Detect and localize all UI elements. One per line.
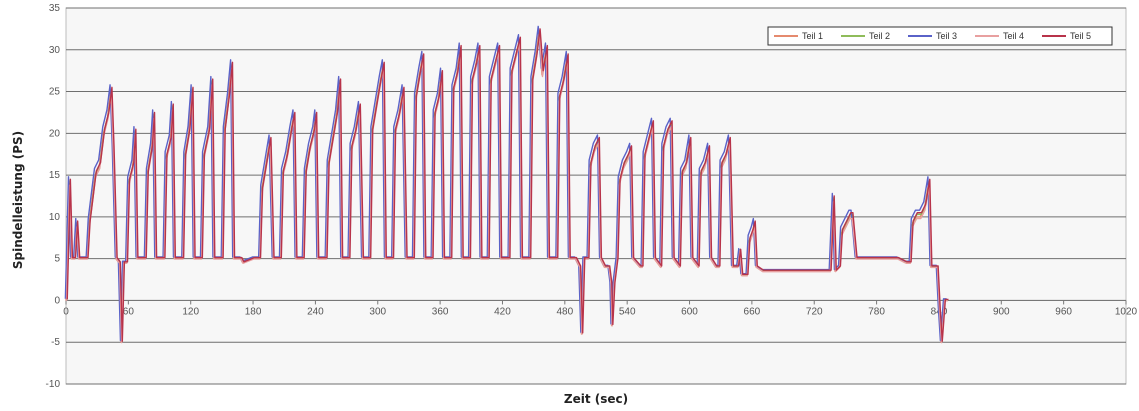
x-tick-label: 300 — [369, 306, 386, 317]
legend-label: Teil 2 — [869, 31, 890, 41]
y-tick-label: 10 — [49, 212, 61, 223]
x-tick-label: 780 — [868, 306, 885, 317]
y-tick-label: 5 — [54, 254, 60, 265]
legend-label: Teil 1 — [802, 31, 823, 41]
series-lines — [64, 25, 949, 344]
y-tick-label: -10 — [46, 379, 61, 390]
x-tick-label: 0 — [63, 306, 69, 317]
x-tick-label: 600 — [681, 306, 698, 317]
y-tick-label: 35 — [49, 3, 61, 14]
x-axis-title: Zeit (sec) — [564, 392, 628, 406]
y-axis-title: Spindelleistung (PS) — [11, 131, 25, 269]
y-tick-label: 25 — [49, 87, 61, 98]
y-tick-label: 30 — [49, 45, 61, 56]
legend-box — [767, 26, 1113, 46]
x-tick-label: 360 — [432, 306, 449, 317]
legend-label: Teil 5 — [1070, 31, 1091, 41]
x-tick-label: 540 — [619, 306, 636, 317]
series-line-5 — [66, 28, 949, 342]
y-tick-label: 20 — [49, 128, 61, 139]
x-tick-label: 1020 — [1115, 306, 1138, 317]
x-tick-label: 660 — [744, 306, 761, 317]
y-tick-label: 0 — [54, 295, 60, 306]
legend-label: Teil 4 — [1003, 31, 1024, 41]
y-tick-label: 15 — [49, 170, 61, 181]
x-tick-label: 960 — [1055, 306, 1072, 317]
x-tick-label: 180 — [245, 306, 262, 317]
y-tick-labels: -10 -5 0 5 10 15 20 25 30 35 — [46, 3, 61, 390]
legend-label: Teil 3 — [936, 31, 957, 41]
x-tick-label: 120 — [182, 306, 199, 317]
x-tick-label: 60 — [123, 306, 135, 317]
x-tick-label: 720 — [806, 306, 823, 317]
plot-area — [65, 7, 1127, 385]
y-tick-label: -5 — [51, 337, 60, 348]
x-tick-label: 420 — [494, 306, 511, 317]
x-tick-label: 900 — [993, 306, 1010, 317]
legend: Teil 1 Teil 2 Teil 3 Teil 4 Teil 5 — [767, 26, 1113, 46]
x-tick-label: 240 — [307, 306, 324, 317]
x-tick-label: 480 — [556, 306, 573, 317]
